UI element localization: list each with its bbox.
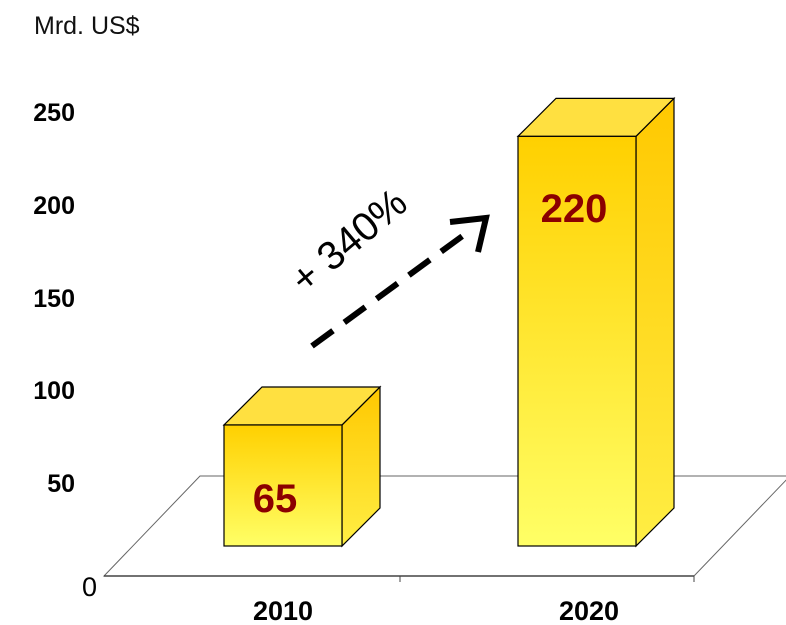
y-axis-ticks: 250 200 150 100 50 0: [33, 99, 97, 602]
bar-2010: [222, 385, 382, 548]
x-tick-label-2020: 2020: [559, 596, 619, 625]
x-tick-label-2010: 2010: [253, 596, 313, 625]
bar-side: [635, 96, 675, 548]
unit-label: Mrd. US$: [34, 12, 140, 40]
y-tick-label: 250: [33, 99, 75, 127]
y-tick-label: 0: [82, 572, 97, 602]
y-tick-label: 200: [33, 192, 75, 220]
y-tick-label: 150: [33, 285, 75, 313]
bar-front: [223, 424, 343, 547]
data-label-2010: 65: [253, 477, 298, 521]
bar-2020: [516, 96, 676, 548]
y-tick-label: 50: [47, 470, 75, 498]
growth-arrow-head: [449, 214, 490, 253]
growth-arrow: [310, 229, 470, 349]
bar-front: [517, 135, 637, 547]
chart-floor: [102, 475, 786, 577]
y-tick-label: 100: [33, 377, 75, 405]
data-label-2020: 220: [541, 187, 608, 231]
